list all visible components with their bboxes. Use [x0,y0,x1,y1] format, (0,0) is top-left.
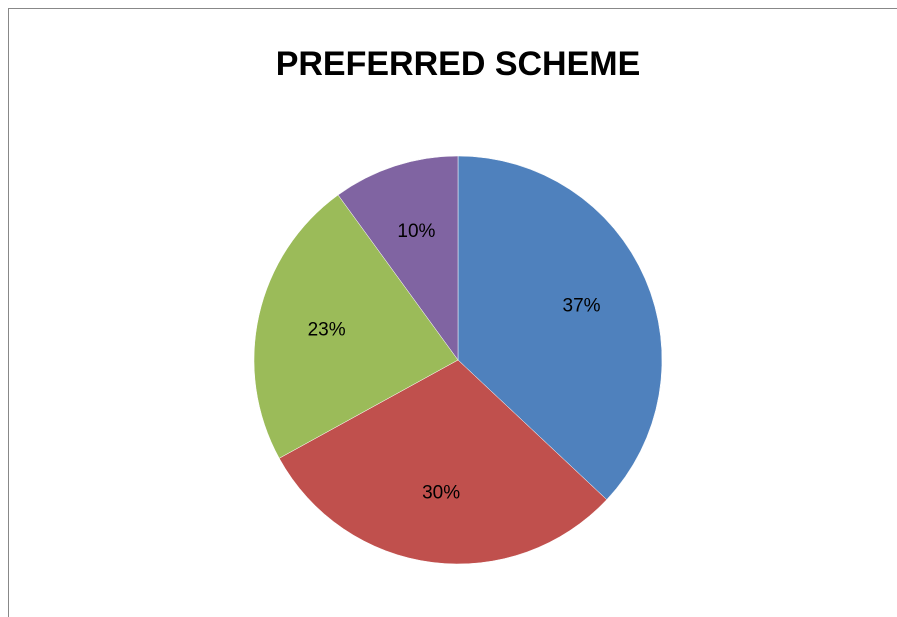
data-label: 37% [563,296,601,317]
chart-title: PREFERRED SCHEME [276,45,641,83]
pie-slice [278,359,608,565]
pie-slice [253,194,459,459]
pie-slice [337,155,459,361]
data-label: 10% [397,221,435,242]
data-label: 30% [422,483,460,504]
data-label: 23% [308,320,346,341]
pie-slice [457,155,663,501]
